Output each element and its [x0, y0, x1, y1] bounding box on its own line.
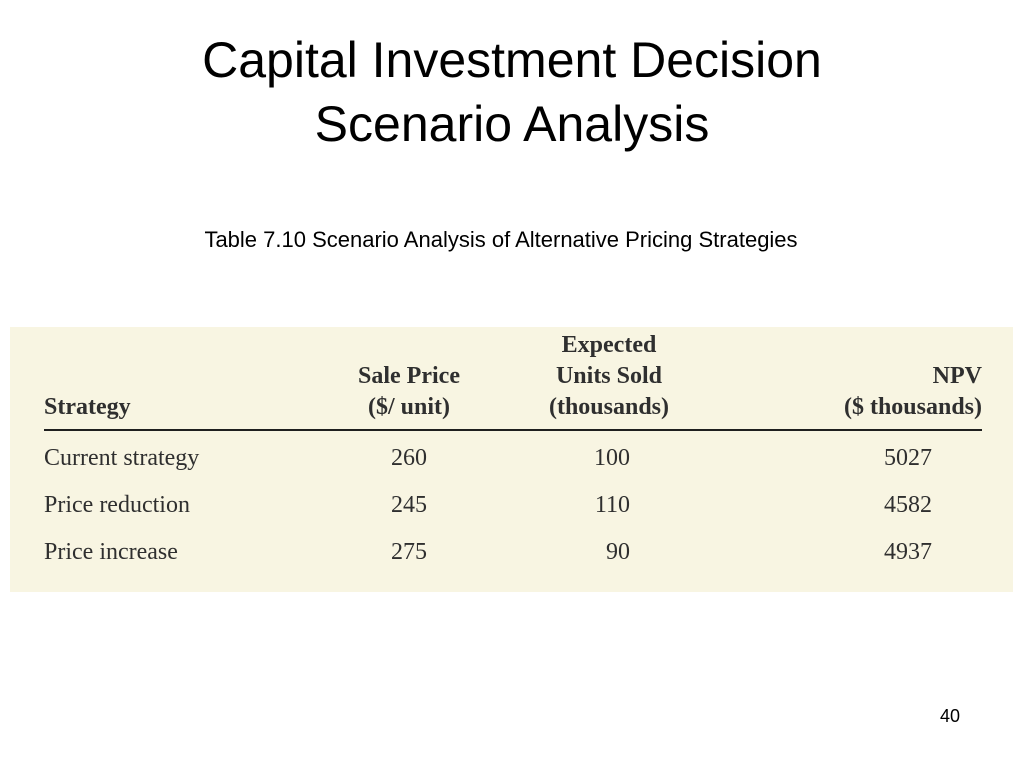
header-strategy-line: Strategy: [44, 394, 131, 420]
table-row: Price reduction 245 110 4582: [44, 482, 982, 529]
cell-strategy: Price increase: [44, 539, 178, 565]
header-units-sold-line-2: Units Sold: [555, 363, 663, 389]
header-units-sold-line-3: (thousands): [548, 394, 670, 420]
page-number: 40: [939, 706, 961, 726]
header-row: Strategy Sale Price ($/ unit) Expected U…: [44, 327, 982, 431]
cell-npv: 4937: [884, 539, 932, 565]
cell-units-sold: 100: [484, 430, 734, 482]
cell-sale-price: 260: [391, 445, 427, 471]
cell-units-sold: 110: [484, 482, 734, 529]
table-panel: Strategy Sale Price ($/ unit) Expected U…: [10, 327, 1013, 592]
header-sale-price-line-2: ($/ unit): [367, 394, 450, 420]
slide-title-line-2: Scenario Analysis: [314, 96, 710, 152]
cell-npv: 5027: [884, 445, 932, 471]
table-row: Current strategy 260 100 5027: [44, 430, 982, 482]
header-strategy: Strategy: [44, 327, 334, 431]
table-body: Current strategy 260 100 5027 Price redu…: [44, 430, 982, 576]
header-units-sold-line-1: Expected: [561, 332, 657, 358]
units-sold-value: 90: [606, 539, 630, 565]
table-header: Strategy Sale Price ($/ unit) Expected U…: [44, 327, 982, 431]
slide-title: Capital Investment Decision Scenario Ana…: [0, 28, 1024, 156]
header-sale-price-line-1: Sale Price: [358, 363, 460, 389]
header-sale-price: Sale Price ($/ unit): [334, 327, 484, 431]
cell-strategy: Price reduction: [44, 492, 190, 518]
cell-sale-price: 245: [391, 492, 427, 518]
cell-sale-price: 275: [391, 539, 427, 565]
units-sold-value: 110: [594, 492, 630, 518]
header-npv: NPV ($ thousands): [734, 327, 982, 431]
units-sold-value: 100: [594, 445, 630, 471]
cell-units-sold: 90: [484, 529, 734, 576]
scenario-table: Strategy Sale Price ($/ unit) Expected U…: [44, 327, 982, 576]
table-caption: Table 7.10 Scenario Analysis of Alternat…: [204, 227, 798, 252]
slide-title-line-1: Capital Investment Decision: [202, 32, 822, 88]
header-npv-line-1: NPV: [932, 363, 982, 389]
header-units-sold: Expected Units Sold (thousands): [484, 327, 734, 431]
table-row: Price increase 275 90 4937: [44, 529, 982, 576]
cell-strategy: Current strategy: [44, 445, 200, 471]
cell-npv: 4582: [884, 492, 932, 518]
header-npv-line-2: ($ thousands): [843, 394, 982, 420]
